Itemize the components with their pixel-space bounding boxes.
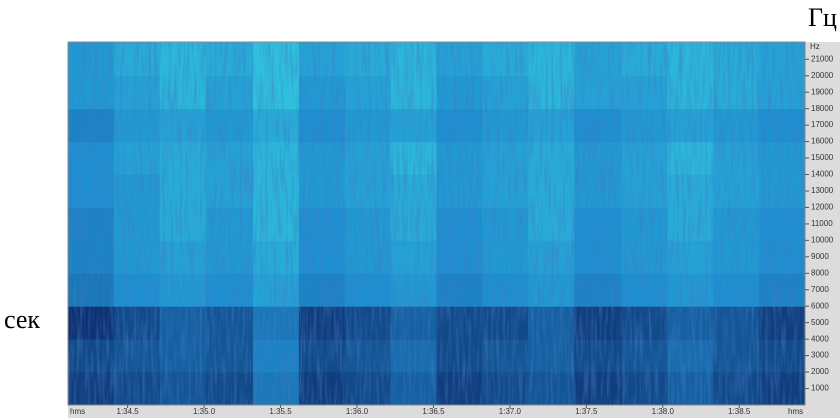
y-tick-label: 14000 — [811, 170, 834, 179]
x-tick-label: 1:34.5 — [117, 407, 140, 416]
y-tick-label: 10000 — [811, 235, 834, 244]
x-tick-label: 1:36.5 — [422, 407, 445, 416]
texture — [68, 42, 805, 405]
y-tick-label: 16000 — [811, 137, 834, 146]
y-tick-label: 21000 — [811, 54, 834, 63]
y-tick-label: 5000 — [811, 318, 829, 327]
y-tick-label: 12000 — [811, 203, 834, 212]
y-tick-label: 2000 — [811, 367, 829, 376]
x-unit-label: hms — [70, 407, 85, 416]
x-tick-label: 1:35.5 — [269, 407, 292, 416]
chart: Hz hms hms Гц сек 1000 2000 3000 4000 5000 60… — [0, 0, 840, 420]
y-axis-title: Гц — [808, 3, 837, 32]
y-tick-label: 3000 — [811, 351, 829, 360]
y-tick-label: 1000 — [811, 384, 829, 393]
y-tick-label: 9000 — [811, 252, 829, 261]
y-tick-label: 17000 — [811, 120, 834, 129]
y-tick-label: 13000 — [811, 186, 834, 195]
x-tick-label: 1:37.0 — [499, 407, 522, 416]
y-tick-label: 11000 — [811, 219, 833, 228]
x-tick-label: 1:36.0 — [346, 407, 369, 416]
y-tick-label: 6000 — [811, 301, 829, 310]
x-axis-strip — [68, 405, 840, 418]
x-tick-label: 1:38.0 — [652, 407, 675, 416]
x-tick-label: 1:35.0 — [193, 407, 216, 416]
y-tick-label: 18000 — [811, 104, 834, 113]
x-tick-label: 1:37.5 — [575, 407, 598, 416]
y-tick-label: 20000 — [811, 71, 834, 80]
x-tick-label: 1:38.5 — [728, 407, 751, 416]
y-tick-label: 7000 — [811, 285, 829, 294]
y-tick-label: 4000 — [811, 334, 829, 343]
y-tick-label: 19000 — [811, 87, 834, 96]
y-tick-label: 8000 — [811, 268, 829, 277]
x-unit-label: hms — [788, 407, 803, 416]
x-axis-title: сек — [4, 305, 40, 334]
y-unit-label: Hz — [810, 42, 820, 51]
y-tick-label: 15000 — [811, 153, 834, 162]
